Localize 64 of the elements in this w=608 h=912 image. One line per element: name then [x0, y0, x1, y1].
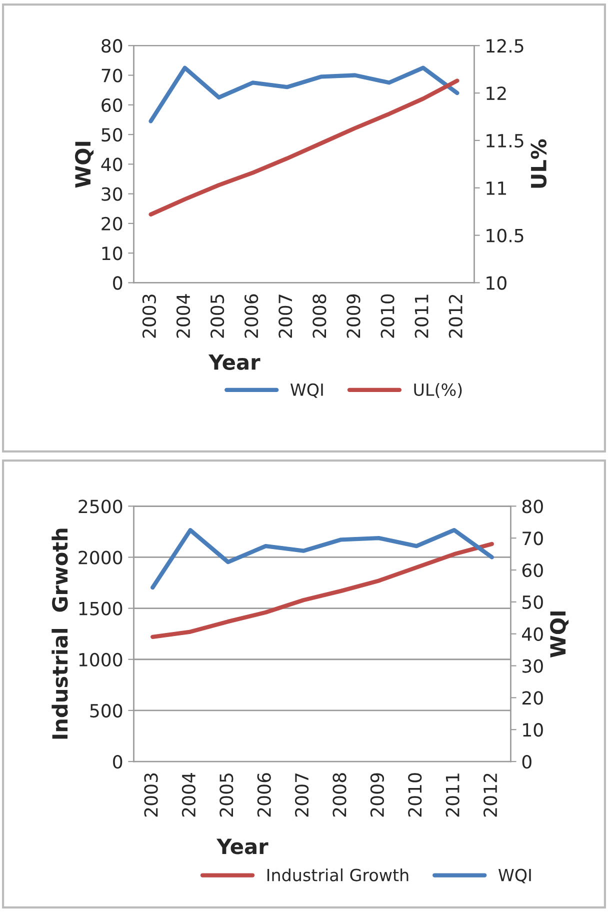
y2-tick-label: 40: [522, 627, 543, 641]
x-tick-label: 2009: [346, 294, 360, 338]
x-tick-label: 2005: [210, 294, 224, 338]
x-tick-label: 2012: [483, 774, 498, 817]
y2-axis-title: WQI: [550, 612, 569, 658]
y-tick-label: 2000: [78, 550, 122, 564]
x-axis-title: Year: [208, 354, 260, 370]
x-tick-label: 2010: [408, 773, 422, 817]
y2-tick-label: 10: [486, 276, 506, 290]
y-tick-label: 0: [113, 754, 122, 769]
y2-tick-label: 10: [523, 723, 543, 737]
x-tick-label: 2004: [176, 294, 190, 338]
y-tick-label: 50: [102, 128, 122, 142]
y2-tick-label: 20: [522, 691, 543, 705]
x-tick-label: 2005: [220, 774, 234, 817]
y2-tick-label: 80: [522, 500, 543, 514]
y-tick-label: 500: [90, 704, 122, 718]
y-tick-label: 10: [102, 246, 122, 260]
x-tick-label: 2006: [257, 773, 271, 817]
legend-label: Industrial Growth: [267, 868, 408, 882]
y2-tick-label: 10.5: [486, 228, 524, 242]
y-axis-title: Industrial Grwoth: [52, 528, 68, 739]
x-tick-label: 2007: [278, 294, 292, 338]
line-series: [148, 78, 460, 217]
y-tick-label: 60: [102, 98, 122, 112]
y-tick-label: 80: [102, 39, 122, 53]
y-tick-label: 40: [101, 158, 122, 172]
x-tick-label: 2009: [370, 773, 384, 817]
x-tick-label: 2012: [448, 294, 462, 338]
y-axis-title: WQI: [75, 142, 94, 188]
x-tick-label: 2008: [332, 773, 346, 817]
y2-tick-label: 12.5: [486, 39, 524, 53]
y-tick-label: 30: [102, 187, 122, 201]
y2-tick-label: 0: [522, 754, 532, 769]
y2-tick-label: 60: [522, 563, 543, 578]
x-tick-label: 2006: [244, 294, 258, 338]
x-tick-label: 2011: [414, 294, 428, 338]
y-tick-label: 1000: [79, 652, 122, 666]
x-tick-label: 2011: [446, 774, 460, 817]
y2-tick-label: 30: [522, 659, 543, 673]
y-tick-label: 1500: [79, 602, 122, 616]
y2-tick-label: 70: [522, 532, 543, 546]
x-tick-label: 2003: [142, 294, 156, 338]
legend-label: WQI: [290, 383, 323, 398]
legend-label: UL(%): [414, 383, 462, 398]
x-tick-label: 2004: [182, 772, 196, 817]
y2-tick-label: 11.5: [486, 134, 524, 148]
line-series: [148, 66, 460, 124]
x-tick-label: 2008: [312, 294, 326, 338]
y2-tick-label: 12: [486, 86, 506, 100]
y2-axis-title: UL%: [530, 139, 547, 188]
x-tick-label: 2003: [144, 773, 158, 817]
x-tick-label: 2007: [294, 773, 309, 817]
x-axis-title: Year: [216, 838, 268, 854]
legend-label: WQI: [498, 868, 531, 884]
line-series: [150, 542, 494, 639]
y2-tick-label: 50: [522, 595, 543, 610]
y-tick-label: 0: [113, 276, 122, 290]
y-tick-label: 70: [102, 68, 122, 82]
y-tick-label: 20: [102, 216, 122, 231]
x-tick-label: 2010: [380, 294, 394, 338]
y-tick-label: 2500: [78, 500, 122, 514]
line-series: [150, 528, 494, 590]
y2-tick-label: 11: [486, 182, 506, 195]
